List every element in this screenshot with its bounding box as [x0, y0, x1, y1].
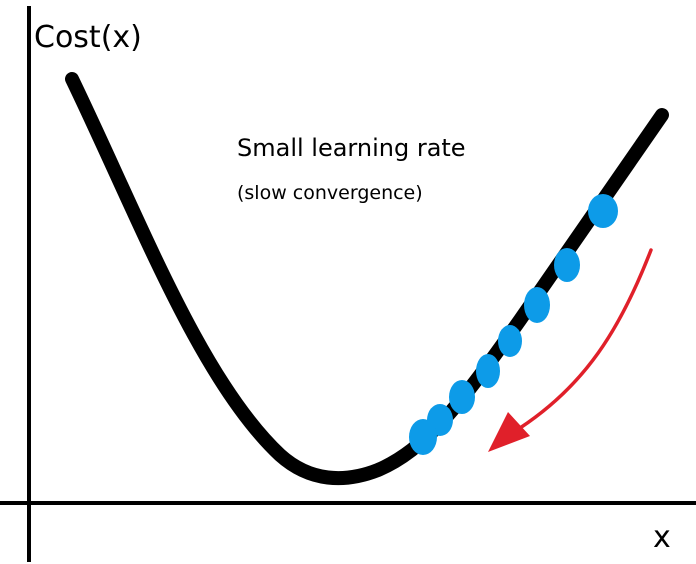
descent-arrow-head [488, 412, 530, 452]
step-point [498, 325, 522, 357]
step-point [588, 194, 618, 228]
diagram-subtitle: (slow convergence) [237, 182, 423, 204]
step-point [524, 287, 550, 323]
descent-arrow [518, 248, 653, 430]
y-axis-label: Cost(x) [34, 20, 142, 55]
descent-steps [409, 194, 618, 455]
step-point [449, 380, 475, 414]
x-axis-label: x [653, 520, 671, 555]
step-point [409, 419, 437, 455]
diagram-title: Small learning rate [237, 134, 466, 162]
step-point [476, 354, 500, 388]
step-point [554, 248, 580, 282]
